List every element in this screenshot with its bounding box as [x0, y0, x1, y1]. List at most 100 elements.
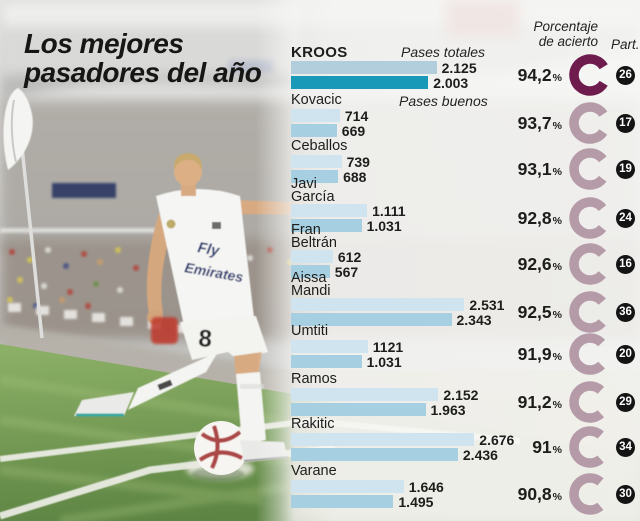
- good-passes-value: 1.963: [430, 401, 466, 418]
- player-row: Ceballos 739 688 93,1% 19: [0, 138, 640, 190]
- accuracy-value: 92,6%: [517, 254, 562, 274]
- accuracy-value: 94,2%: [517, 65, 562, 85]
- good-passes-value: 2.436: [462, 446, 498, 463]
- total-passes-value: 612: [337, 248, 362, 265]
- player-row: Fran Beltrán 612 567 92,6% 16: [0, 222, 640, 285]
- good-passes-bar: [291, 355, 362, 368]
- good-passes-bar: [291, 495, 394, 508]
- good-passes-bar: [291, 313, 452, 326]
- accuracy-value: 92,8%: [517, 208, 562, 228]
- appearances-badge: 29: [616, 392, 635, 412]
- appearances-badge: 30: [616, 484, 635, 504]
- total-passes-bar: [291, 155, 342, 168]
- player-name: Kovacic: [291, 92, 342, 108]
- percent-sign: %: [552, 215, 562, 227]
- pass-bars: 739 688: [291, 153, 370, 185]
- accuracy-donut: [569, 243, 611, 285]
- percent-sign: %: [552, 351, 562, 363]
- appearances-badge: 36: [616, 302, 635, 322]
- total-passes-value: 2.125: [441, 59, 477, 76]
- player-row: Javi García 1.111 1.031 92,8% 24: [0, 176, 640, 239]
- accuracy-donut: [569, 473, 611, 515]
- player-row: Rakitic 2.676 2.436 91% 34: [0, 417, 640, 468]
- player-row: Ramos 2.152 1.963 91,2% 29: [0, 371, 640, 423]
- good-passes-bar: [291, 76, 429, 89]
- appearances-badge: 34: [616, 437, 635, 457]
- player-name: Aissa Mandi: [291, 270, 331, 299]
- accuracy-value: 90,8%: [517, 484, 562, 504]
- good-passes-bar: [291, 170, 339, 183]
- good-passes-value: 1.495: [398, 493, 434, 510]
- total-passes-bar: [291, 61, 437, 74]
- accuracy-value: 93,7%: [517, 113, 562, 133]
- legend-total-passes: Pases totales: [401, 44, 486, 60]
- accuracy-value: 92,5%: [517, 302, 562, 322]
- percent-sign: %: [552, 261, 562, 273]
- total-passes-value: 739: [346, 153, 370, 170]
- total-passes-bar: [291, 388, 439, 401]
- pass-bars: 2.152 1.963: [291, 386, 479, 418]
- total-passes-value: 2.152: [443, 386, 479, 403]
- accuracy-value: 91,9%: [517, 344, 562, 364]
- player-name: Javi García: [291, 176, 335, 205]
- good-passes-bar: [291, 403, 426, 416]
- player-name: Umtiti: [291, 323, 329, 339]
- accuracy-donut: [569, 291, 611, 333]
- player-name: Ceballos: [291, 138, 348, 154]
- accuracy-value: 93,1%: [517, 159, 562, 179]
- appearances-badge: 26: [616, 65, 635, 85]
- appearances-badge: 19: [616, 159, 635, 179]
- accuracy-donut: [569, 333, 611, 375]
- total-passes-value: 1121: [372, 338, 404, 355]
- pass-bars: 2.125 2.003: [291, 59, 477, 91]
- pass-bars: 2.676 2.436: [291, 432, 514, 463]
- pass-bars: 2.531 2.343: [291, 296, 505, 328]
- appearances-badge: 20: [616, 344, 635, 364]
- player-name: KROOS: [291, 44, 348, 61]
- good-passes-value: 688: [343, 168, 367, 185]
- good-passes-value: 567: [334, 263, 359, 280]
- appearances-badge: 17: [616, 113, 635, 133]
- total-passes-bar: [291, 250, 333, 263]
- total-passes-bar: [291, 298, 465, 311]
- appearances-badge: 24: [616, 208, 635, 228]
- accuracy-donut: [569, 148, 611, 190]
- good-passes-bar: [291, 448, 458, 461]
- accuracy-donut: [569, 102, 611, 144]
- total-passes-bar: [291, 480, 404, 493]
- appearances-badge: 16: [616, 254, 635, 274]
- pass-bars: 714 669: [291, 107, 369, 139]
- total-passes-bar: [291, 204, 368, 217]
- total-passes-value: 2.531: [469, 296, 505, 313]
- good-passes-bar: [291, 124, 337, 137]
- percent-sign: %: [552, 491, 562, 503]
- percent-sign: %: [552, 444, 562, 456]
- total-passes-value: 714: [344, 107, 369, 124]
- total-passes-bar: [291, 340, 368, 353]
- percent-sign: %: [552, 72, 562, 84]
- pass-bars: 1121 1.031: [291, 338, 404, 370]
- player-row: Varane 1.646 1.495 90,8% 30: [0, 463, 640, 515]
- good-passes-value: 1.031: [366, 353, 402, 370]
- player-name: Ramos: [291, 371, 337, 387]
- player-row: KROOS 2.125 2.003 94,2% 26: [0, 44, 640, 96]
- pass-bars: 612 567: [291, 248, 362, 280]
- percent-sign: %: [552, 166, 562, 178]
- pass-bars: 1.646 1.495: [291, 478, 444, 510]
- percent-sign: %: [552, 399, 562, 411]
- good-passes-value: 1.031: [366, 217, 402, 234]
- percent-sign: %: [552, 120, 562, 132]
- total-passes-bar: [291, 433, 475, 446]
- good-passes-value: 2.003: [433, 74, 469, 91]
- good-passes-value: 2.343: [456, 311, 492, 328]
- player-name: Fran Beltrán: [291, 222, 337, 251]
- appearances-column-header: Part.: [611, 37, 640, 52]
- good-passes-bar: [291, 219, 362, 232]
- pass-bars: 1.111 1.031: [291, 203, 406, 234]
- total-passes-value: 1.646: [408, 478, 444, 495]
- accuracy-donut: [569, 197, 611, 239]
- accuracy-donut: [569, 426, 611, 468]
- player-row: Kovacic 714 669 93,7% 17: [0, 92, 640, 144]
- player-name: Varane: [291, 463, 337, 479]
